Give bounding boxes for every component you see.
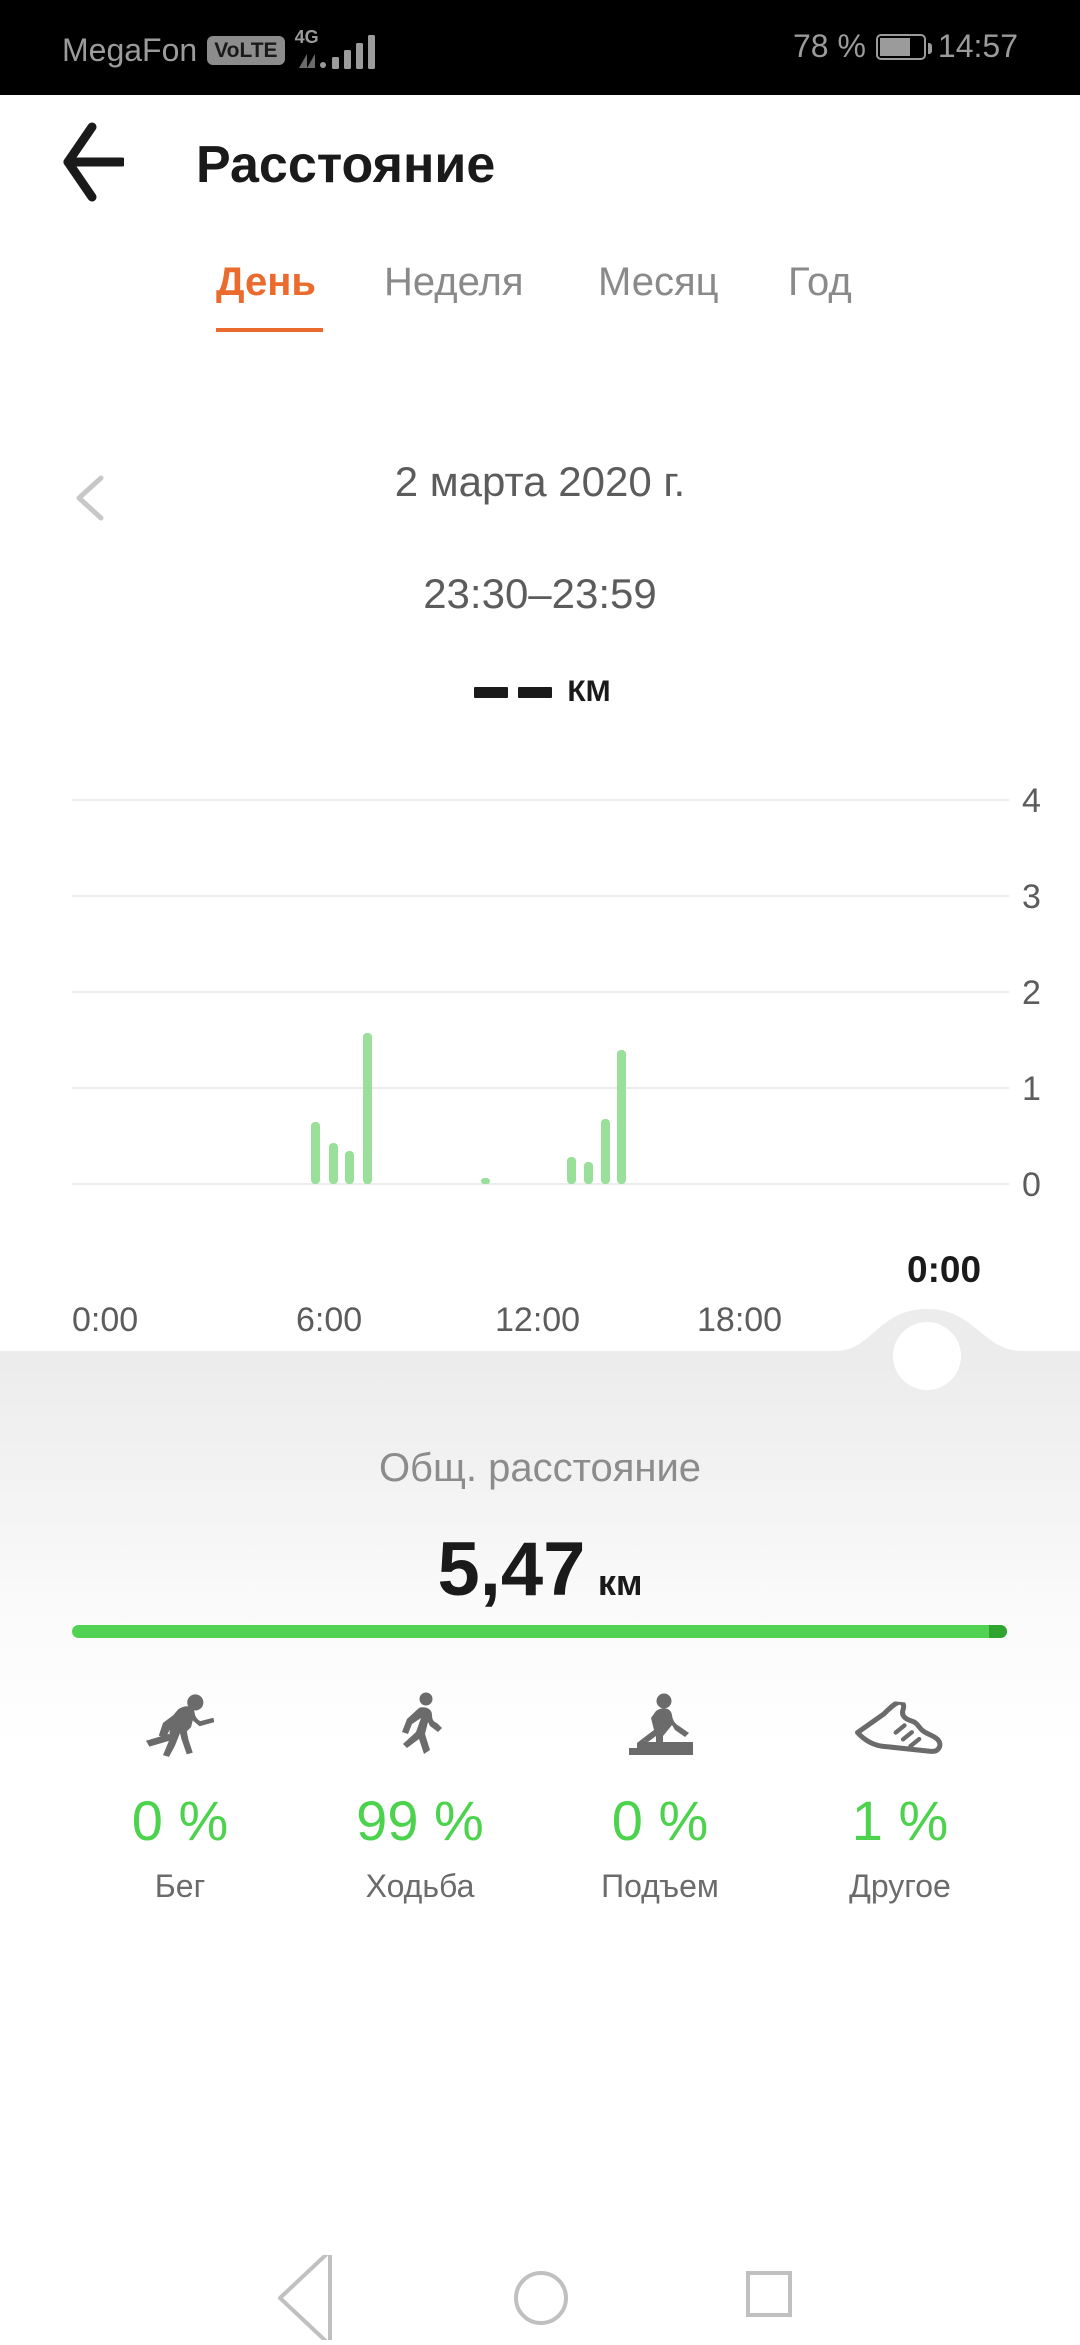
svg-text:0:00: 0:00 (907, 1249, 981, 1290)
svg-text:3: 3 (1022, 878, 1041, 916)
svg-text:0: 0 (1022, 1166, 1041, 1204)
svg-text:4: 4 (1022, 782, 1041, 820)
svg-text:2: 2 (1022, 974, 1041, 1012)
svg-text:1: 1 (1022, 1070, 1041, 1108)
